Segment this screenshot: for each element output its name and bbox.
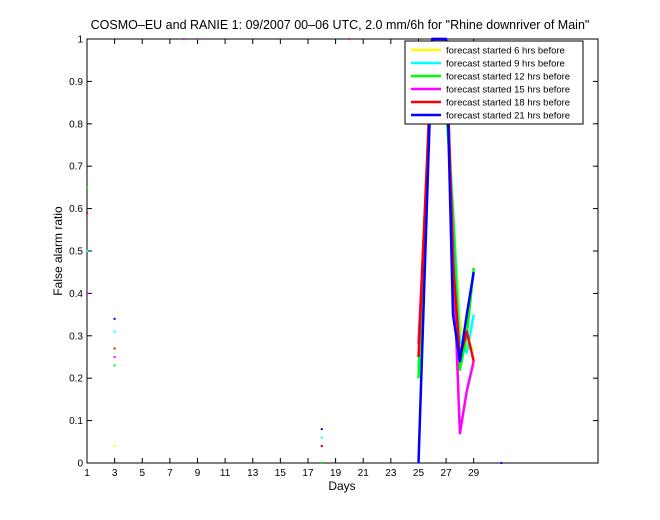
series-point bbox=[113, 317, 116, 320]
series-point bbox=[113, 330, 116, 333]
legend-entry: forecast started 18 hrs before bbox=[446, 98, 570, 109]
x-tick-label: 29 bbox=[468, 468, 480, 479]
legend-entry: forecast started 21 hrs before bbox=[446, 111, 570, 122]
legend-entry: forecast started 6 hrs before bbox=[446, 46, 565, 57]
chart-title: COSMO–EU and RANIE 1: 09/2007 00–06 UTC,… bbox=[91, 18, 590, 32]
x-tick-label: 7 bbox=[167, 468, 173, 479]
axis-ticks: 1 3 5 7 9 11 13 15 17 19 21 23 25 27 2900.10.20.30.40.… bbox=[69, 35, 598, 479]
series-point bbox=[320, 428, 323, 431]
series-point bbox=[196, 38, 199, 40]
series-point bbox=[182, 38, 185, 40]
y-tick-label: 0.2 bbox=[69, 374, 83, 385]
series-point bbox=[113, 364, 116, 367]
x-tick-label: 11 bbox=[220, 468, 231, 479]
series-point bbox=[113, 356, 116, 358]
y-tick-label: 0.4 bbox=[69, 289, 83, 300]
x-tick-label: 9 bbox=[195, 468, 201, 479]
series-point bbox=[86, 250, 88, 252]
legend-entry: forecast started 15 hrs before bbox=[446, 85, 570, 96]
y-tick-label: 0.1 bbox=[69, 416, 83, 427]
x-tick-label: 23 bbox=[385, 468, 397, 479]
y-tick-label: 0.7 bbox=[69, 162, 83, 173]
legend: forecast started 6 hrs before forecast st… bbox=[404, 40, 584, 125]
legend-box bbox=[404, 40, 584, 125]
x-tick-label: 3 bbox=[112, 468, 118, 479]
series-point bbox=[320, 436, 323, 439]
y-tick-label: 0.3 bbox=[69, 331, 83, 342]
series-point bbox=[113, 445, 116, 448]
y-tick-label: 0.8 bbox=[69, 119, 83, 130]
legend-entry: forecast started 12 hrs before bbox=[446, 72, 570, 83]
series-point bbox=[320, 462, 323, 464]
y-axis-title: False alarm ratio bbox=[51, 206, 65, 296]
series-point bbox=[320, 445, 323, 448]
x-tick-label: 5 bbox=[139, 468, 145, 479]
series-line bbox=[417, 37, 475, 464]
series-point bbox=[113, 347, 116, 350]
series-point bbox=[500, 462, 503, 464]
x-tick-label: 17 bbox=[302, 468, 314, 479]
y-tick-label: 0.9 bbox=[69, 77, 83, 88]
y-tick-label: 0 bbox=[77, 459, 83, 470]
legend-entry: forecast started 9 hrs before bbox=[446, 59, 565, 70]
series-5 bbox=[113, 37, 503, 464]
x-tick-label: 21 bbox=[358, 468, 370, 479]
x-tick-label: 15 bbox=[275, 468, 287, 479]
x-tick-label: 19 bbox=[330, 468, 342, 479]
x-tick-label: 13 bbox=[247, 468, 259, 479]
y-tick-label: 1 bbox=[77, 35, 83, 46]
x-tick-label: 27 bbox=[441, 468, 453, 479]
x-axis-title: Days bbox=[328, 479, 355, 493]
y-tick-label: 0.6 bbox=[69, 204, 83, 215]
series-point bbox=[348, 38, 351, 40]
x-tick-label: 1 bbox=[84, 468, 90, 479]
x-tick-label: 25 bbox=[413, 468, 425, 479]
y-tick-label: 0.5 bbox=[69, 247, 83, 258]
series-point bbox=[86, 292, 88, 295]
series-point bbox=[86, 186, 88, 189]
series-point bbox=[86, 211, 88, 214]
